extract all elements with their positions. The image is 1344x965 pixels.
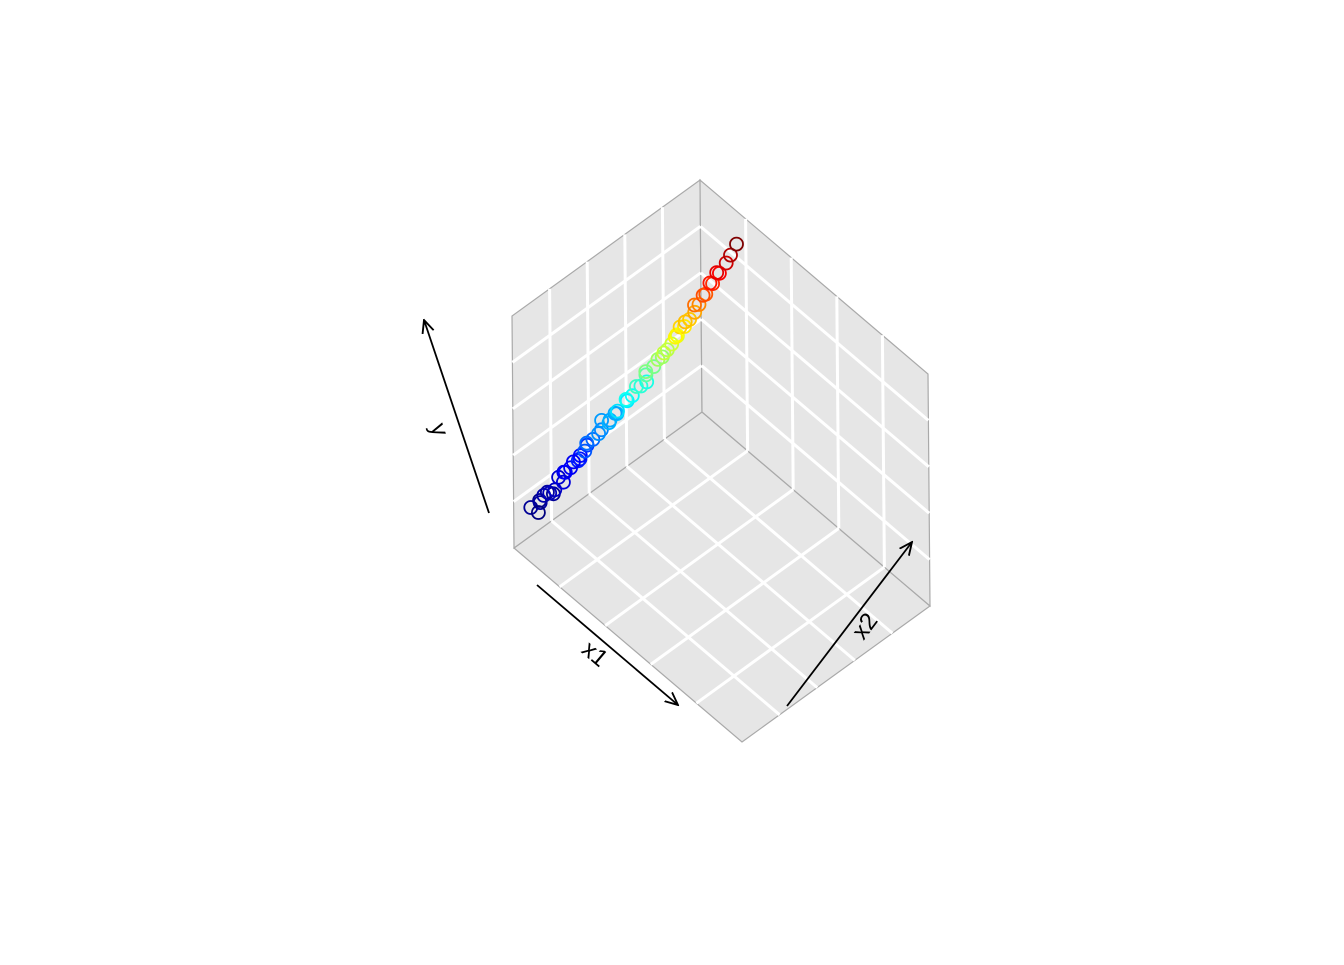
x2-axis-arrow — [786, 542, 912, 707]
data-point — [579, 435, 595, 451]
data-point — [691, 297, 707, 312]
right-wall-grid-line — [699, 225, 930, 422]
data-point — [531, 505, 546, 520]
x1-axis-arrow — [536, 584, 678, 705]
floor-grid-line — [588, 492, 819, 689]
right-wall-grid-line — [700, 364, 931, 561]
data-point — [532, 495, 548, 511]
grid-group — [511, 207, 931, 716]
data-point — [695, 287, 711, 303]
floor-grid-line — [649, 527, 840, 666]
data-point — [610, 403, 625, 419]
floor-grid-line — [558, 449, 749, 589]
y-axis-label: y — [424, 420, 453, 440]
right-wall-panel — [699, 178, 931, 608]
x1-axis-label: x1 — [576, 636, 613, 673]
data-point — [618, 391, 634, 407]
left-wall-grid-line — [623, 234, 629, 467]
data-point — [638, 364, 654, 380]
data-point — [557, 464, 573, 480]
data-point — [723, 247, 738, 263]
floor-grid-line — [663, 438, 894, 635]
y-axis-arrow — [424, 320, 490, 514]
data-point — [667, 329, 683, 345]
data-point — [669, 327, 685, 343]
right-wall-grid-line — [744, 218, 750, 451]
left-wall-grid-line — [660, 207, 666, 440]
data-point — [702, 275, 718, 291]
panels-group — [511, 178, 931, 743]
floor-grid-line — [625, 465, 856, 662]
data-point — [607, 405, 623, 421]
data-point — [718, 255, 734, 271]
data-point — [646, 359, 662, 375]
data-point — [639, 374, 655, 390]
data-point — [556, 474, 571, 490]
floor-grid-line — [604, 488, 795, 627]
floor-grid-line — [695, 565, 886, 705]
data-point — [687, 297, 702, 313]
data-point — [656, 345, 672, 361]
data-point — [677, 314, 693, 330]
right-wall-grid-line — [699, 271, 930, 468]
right-wall-grid-line — [835, 296, 841, 529]
data-point — [566, 454, 581, 470]
data-point — [709, 265, 725, 281]
data-point — [577, 443, 593, 459]
data-point — [729, 236, 744, 252]
floor-grid-line — [550, 519, 781, 716]
left-wall-grid-line — [548, 288, 554, 521]
left-wall-grid-line — [585, 261, 591, 494]
data-point — [619, 393, 635, 409]
left-wall-grid-line — [511, 225, 702, 364]
data-point — [591, 426, 606, 442]
right-wall-grid-line — [880, 335, 886, 568]
right-wall-grid-line — [700, 318, 931, 515]
right-wall-grid-line — [789, 257, 795, 490]
left-wall-grid-line — [511, 271, 702, 411]
points-group — [523, 236, 744, 520]
data-point — [687, 304, 703, 320]
